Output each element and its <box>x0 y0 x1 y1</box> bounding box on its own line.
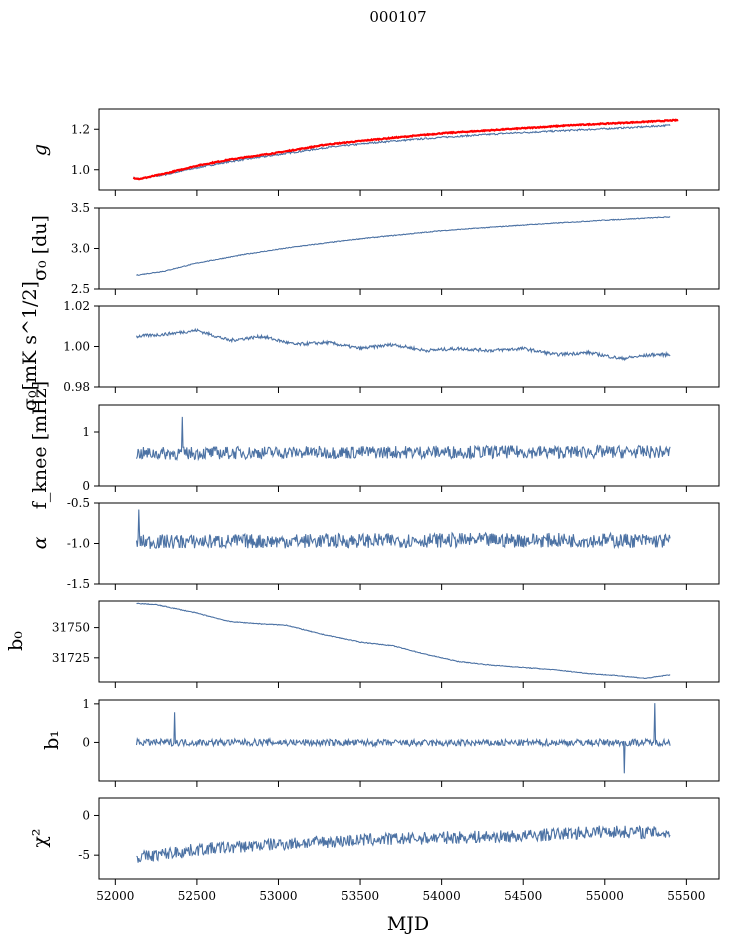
axes-frame-fknee <box>98 404 720 487</box>
panel-sigma0_mK: 0.98 1.00 1.02 σ₀[mK s^1/2] <box>19 281 720 411</box>
y-tick-label-fknee-1: 1 <box>82 425 90 439</box>
x-tick-label-5: 54500 <box>504 889 542 903</box>
figure-suptitle: 000107 <box>369 8 426 26</box>
x-tick-label-0: 52000 <box>96 889 134 903</box>
y-tick-label-sigma0_du-0: 2.5 <box>71 282 90 296</box>
y-tick-label-sigma0_du-2: 3.5 <box>71 201 90 215</box>
panel-b0: 31725 31750 b₀ <box>5 600 720 688</box>
series-line-b1-0 <box>135 703 671 774</box>
panel-chi2: -5 0 52000 52500 53000 53500 54000 54500 55000 55… <box>29 797 720 903</box>
series-line-fknee-0 <box>135 416 671 462</box>
x-tick-label-1: 52500 <box>178 889 216 903</box>
panels: 1.0 1.2 g 2.5 3.0 3.5 σ₀ [du] 0.98 1.00 1.02 σ₀[mK… <box>5 108 720 903</box>
series-line-g-0 <box>132 123 671 180</box>
axes-frame-g <box>98 108 720 191</box>
y-tick-label-b1-1: 1 <box>82 697 90 711</box>
y-tick-label-sigma0_mK-0: 0.98 <box>63 380 90 394</box>
x-tick-label-6: 55000 <box>586 889 624 903</box>
x-tick-label-7: 55500 <box>667 889 705 903</box>
series-line-sigma0_du-0 <box>136 216 671 276</box>
y-tick-label-alpha-0: -1.5 <box>67 577 90 591</box>
y-axis-label-fknee: f_knee [mHz] <box>29 381 51 509</box>
y-tick-label-sigma0_du-1: 3.0 <box>71 242 90 256</box>
y-tick-label-chi2-0: -5 <box>78 848 90 862</box>
x-axis-label: MJD <box>387 913 429 935</box>
axes-frame-b0 <box>98 600 720 683</box>
axes-frame-sigma0_du <box>98 207 720 290</box>
y-tick-label-alpha-1: -1.0 <box>67 537 90 551</box>
y-axis-label-alpha: α <box>29 536 51 549</box>
y-tick-label-sigma0_mK-1: 1.00 <box>63 340 90 354</box>
series-line-chi2-0 <box>136 824 671 863</box>
y-tick-label-b0-1: 31750 <box>52 621 90 635</box>
panel-g: 1.0 1.2 g <box>29 108 720 196</box>
y-axis-label-b0: b₀ <box>5 631 27 651</box>
x-tick-label-4: 54000 <box>423 889 461 903</box>
y-axis-label-sigma0_du: σ₀ [du] <box>29 215 51 281</box>
panel-fknee: 0 1 f_knee [mHz] <box>29 381 720 509</box>
y-axis-label-b1: b₁ <box>41 730 63 750</box>
y-axis-label-g: g <box>29 144 51 156</box>
y-tick-label-chi2-1: 0 <box>82 808 90 822</box>
axes-frame-b1 <box>98 699 720 782</box>
x-tick-label-2: 53000 <box>259 889 297 903</box>
x-tick-label-3: 53500 <box>341 889 379 903</box>
axes-frame-chi2 <box>98 797 720 880</box>
y-tick-label-b1-0: 0 <box>82 735 90 749</box>
series-line-alpha-0 <box>135 509 671 550</box>
y-axis-label-chi2: χ² <box>29 828 51 847</box>
panel-b1: 0 1 b₁ <box>41 697 720 787</box>
series-line-b0-0 <box>136 602 671 679</box>
series-line-g-1 <box>132 118 679 181</box>
y-tick-label-g-1: 1.2 <box>71 122 90 136</box>
y-tick-label-b0-0: 31725 <box>52 651 90 665</box>
panel-sigma0_du: 2.5 3.0 3.5 σ₀ [du] <box>29 201 720 296</box>
y-tick-label-alpha-2: -0.5 <box>67 496 90 510</box>
y-tick-label-fknee-0: 0 <box>82 479 90 493</box>
y-axis-label-sigma0_mK: σ₀[mK s^1/2] <box>19 281 41 411</box>
y-tick-label-sigma0_mK-2: 1.02 <box>63 299 90 313</box>
axes-frame-sigma0_mK <box>98 305 720 388</box>
y-tick-label-g-0: 1.0 <box>71 163 90 177</box>
panel-alpha: -1.5 -1.0 -0.5 α <box>29 496 720 591</box>
series-line-sigma0_mK-0 <box>135 327 671 362</box>
